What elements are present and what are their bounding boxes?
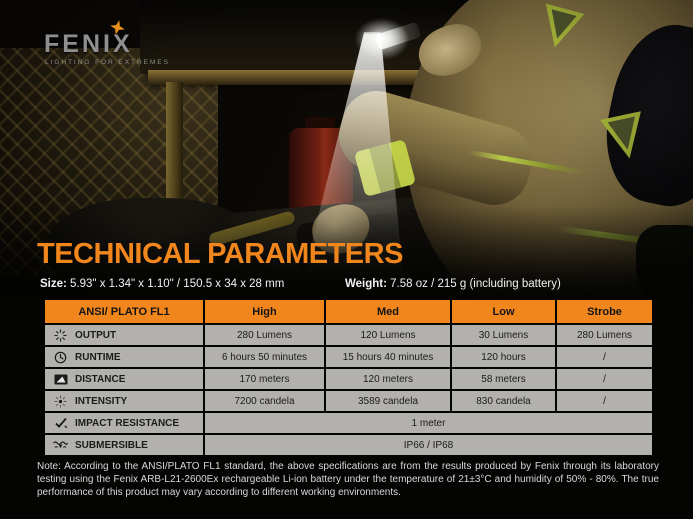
photo-bottom-fade	[0, 205, 693, 302]
header-cell-2: Med	[326, 300, 450, 323]
row-label: IMPACT RESISTANCE	[45, 413, 203, 433]
row-value: 120 hours	[452, 347, 555, 367]
hero-photo: FENIX LIGHTING FOR EXTREMES	[0, 0, 693, 302]
row-value: IP66 / IP68	[205, 435, 652, 455]
table-row: OUTPUT 280 Lumens 120 Lumens 30 Lumens 280 L…	[45, 325, 652, 345]
size-label: Size:	[40, 278, 67, 290]
row-value: /	[557, 369, 652, 389]
spec-table-header: ANSI/ PLATO FL1 High Med Low Strobe	[45, 300, 652, 323]
size-spec: Size: 5.93" x 1.34" x 1.10" / 150.5 x 34…	[40, 278, 345, 290]
header-cell-0: ANSI/ PLATO FL1	[45, 300, 203, 323]
brand-tagline: LIGHTING FOR EXTREMES	[45, 59, 170, 66]
row-label: RUNTIME	[45, 347, 203, 367]
spec-table: ANSI/ PLATO FL1 High Med Low Strobe OUTPUT 28…	[45, 300, 652, 455]
weight-label: Weight:	[345, 278, 387, 290]
row-value: 280 Lumens	[557, 325, 652, 345]
section-title: TECHNICAL PARAMETERS	[37, 238, 403, 270]
weight-value: 7.58 oz / 215 g (including battery)	[390, 278, 561, 290]
runtime-icon	[53, 351, 68, 364]
row-value: 7200 candela	[205, 391, 324, 411]
header-cell-4: Strobe	[557, 300, 652, 323]
row-value: 830 candela	[452, 391, 555, 411]
row-value: 1 meter	[205, 413, 652, 433]
output-icon	[53, 328, 68, 342]
row-label: SUBMERSIBLE	[45, 435, 203, 455]
table-row: INTENSITY 7200 candela 3589 candela 830 can…	[45, 391, 652, 411]
header-cell-3: Low	[452, 300, 555, 323]
brand-name: FENIX	[44, 30, 133, 58]
note-text: Note: According to the ANSI/PLATO FL1 st…	[37, 461, 659, 498]
row-value: 170 meters	[205, 369, 324, 389]
table-row: SUBMERSIBLE IP66 / IP68	[45, 435, 652, 455]
row-label-text: INTENSITY	[75, 395, 128, 407]
row-value: 15 hours 40 minutes	[326, 347, 450, 367]
table-row: IMPACT RESISTANCE 1 meter	[45, 413, 652, 433]
fenix-logo: FENIX LIGHTING FOR EXTREMES	[44, 18, 174, 70]
distance-icon	[53, 374, 68, 385]
row-label: OUTPUT	[45, 325, 203, 345]
impact-icon	[53, 417, 68, 429]
table-row: DISTANCE 170 meters 120 meters 58 meters /	[45, 369, 652, 389]
row-label: INTENSITY	[45, 391, 203, 411]
row-label-text: RUNTIME	[75, 351, 121, 363]
row-value: 120 meters	[326, 369, 450, 389]
intensity-icon	[53, 394, 68, 408]
dimensions-line: Size: 5.93" x 1.34" x 1.10" / 150.5 x 34…	[40, 278, 561, 290]
row-value: 280 Lumens	[205, 325, 324, 345]
weight-spec: Weight: 7.58 oz / 215 g (including batte…	[345, 278, 561, 290]
row-value: 6 hours 50 minutes	[205, 347, 324, 367]
row-label-text: IMPACT RESISTANCE	[75, 417, 180, 429]
size-value: 5.93" x 1.34" x 1.10" / 150.5 x 34 x 28 …	[70, 278, 285, 290]
submersible-icon	[53, 440, 68, 450]
spec-table-body: OUTPUT 280 Lumens 120 Lumens 30 Lumens 280 L…	[45, 325, 652, 455]
header-cell-1: High	[205, 300, 324, 323]
row-value: 120 Lumens	[326, 325, 450, 345]
row-value: /	[557, 347, 652, 367]
row-label-text: SUBMERSIBLE	[75, 439, 148, 451]
row-value: 3589 candela	[326, 391, 450, 411]
row-value: 30 Lumens	[452, 325, 555, 345]
row-value: 58 meters	[452, 369, 555, 389]
row-label-text: DISTANCE	[75, 373, 126, 385]
row-label: DISTANCE	[45, 369, 203, 389]
row-value: /	[557, 391, 652, 411]
row-label-text: OUTPUT	[75, 329, 117, 341]
table-row: RUNTIME 6 hours 50 minutes 15 hours 40 min…	[45, 347, 652, 367]
